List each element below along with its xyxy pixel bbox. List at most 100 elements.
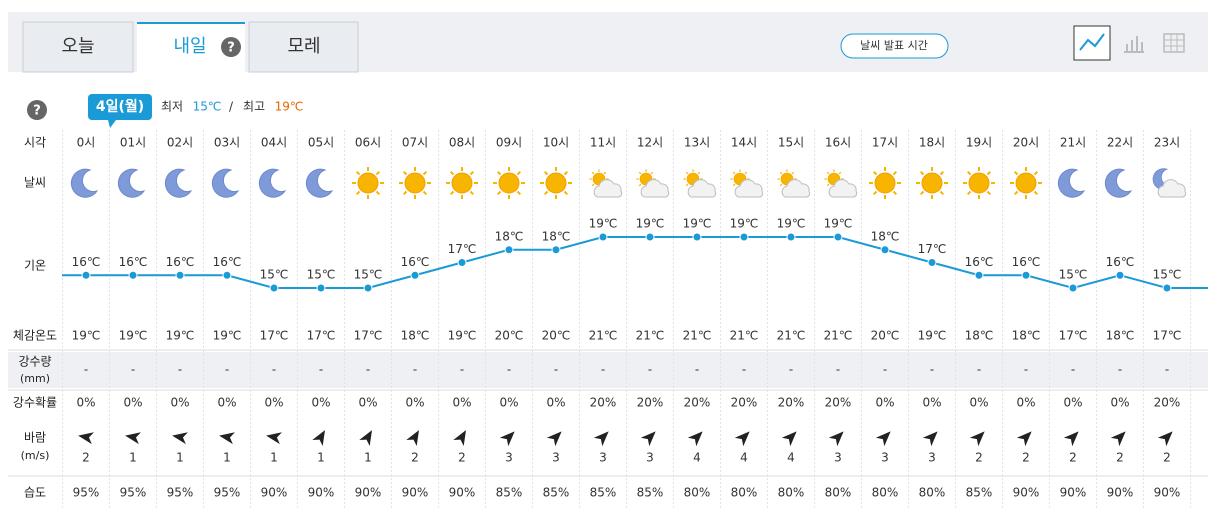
wind-arrow [499,431,515,447]
row-label: 날씨 [24,176,46,190]
wind-arrow-head [640,431,656,447]
sky-icon [117,168,146,198]
temp-label: 18℃ [495,229,524,243]
help-mark[interactable]: ? [227,41,235,56]
temp-point [692,232,702,242]
temp-label: 16℃ [213,255,242,269]
wind-arrow [453,430,466,447]
feels-like: 18℃ [401,329,430,343]
temp-label: 19℃ [636,217,665,231]
wind-arrow [1157,431,1173,447]
humidity: 90% [261,486,288,500]
sun-ray [402,190,408,196]
temp-label: 15℃ [307,268,336,282]
humidity: 85% [966,486,993,500]
tab-label[interactable]: 내일 [173,36,206,57]
temp-point [927,258,937,267]
wind-arrow [875,431,891,447]
sun-ray [966,170,972,176]
sun-ray [449,190,455,196]
humidity: 85% [590,486,617,500]
rain-probability: 0% [170,396,189,410]
temp-point [880,245,890,255]
feels-like: 17℃ [1059,329,1088,343]
temp-label: 15℃ [1059,268,1088,282]
sun-ray [422,190,428,196]
humidity: 90% [402,486,429,500]
bar-view-icon[interactable] [1124,36,1144,53]
wind-speed: 3 [599,451,607,465]
moon-icon [164,168,193,198]
feels-like: 17℃ [307,329,336,343]
cloud-icon [640,179,670,198]
moon-icon [70,168,99,198]
temp-label: 16℃ [1106,255,1135,269]
tab[interactable] [248,21,359,73]
tab[interactable] [22,21,134,73]
sun-icon [545,172,567,194]
help-icon[interactable] [221,37,241,57]
wind-speed: 1 [176,451,184,465]
sun-ray [516,190,522,196]
hour: 13시 [684,136,710,150]
table-view-icon[interactable] [1163,33,1185,53]
sun-ray [838,171,842,175]
min-label: 최저 [161,100,183,114]
hour: 01시 [120,136,146,150]
temp-label: 17℃ [448,242,477,256]
feels-like: 19℃ [72,329,101,343]
help-mark[interactable]: ? [33,104,41,119]
release-button[interactable] [840,33,949,59]
sun-ray [685,171,689,175]
tab-label[interactable]: 모레 [287,36,320,57]
sky-icon [211,168,240,198]
wind-arrow [734,431,750,447]
wind-speed: 1 [270,451,278,465]
wind-arrow-head [172,432,188,445]
humidity: 80% [872,486,899,500]
release-button-label[interactable]: 날씨 발표 시간 [860,39,928,52]
sky-icon [1057,168,1086,198]
sun-ray [744,171,748,175]
sun-ray [469,190,475,196]
sun-ray [779,183,783,187]
wind-arrow-head [78,432,94,445]
rain-probability: 0% [217,396,236,410]
rain: - [977,363,981,377]
humidity: 90% [1013,486,1040,500]
moon-icon [211,168,240,198]
wind-speed: 2 [1069,451,1077,465]
sun-ray [685,183,689,187]
sun-ray [779,171,783,175]
sun-ray [939,170,945,176]
sun-ray [355,190,361,196]
sun-icon [968,172,990,194]
help-icon[interactable] [27,100,47,120]
hour: 19시 [966,136,992,150]
sun-icon [921,172,943,194]
feels-like: 17℃ [260,329,289,343]
sky-icon [1104,168,1133,198]
hour: 11시 [590,136,616,150]
wind-speed: 3 [646,451,654,465]
tab-label[interactable]: 오늘 [61,36,94,57]
row-label: 바람 [24,431,46,445]
row-label: 강수량 [18,355,51,369]
wind-arrow [922,431,938,447]
feels-like: 21℃ [777,329,806,343]
feels-like: 21℃ [824,329,853,343]
temp-label: 15℃ [354,268,383,282]
sun-ray [591,171,595,175]
hour: 23시 [1154,136,1180,150]
wind-speed: 4 [740,451,748,465]
rain: - [1118,363,1122,377]
rain-probability: 0% [264,396,283,410]
temp-point [1162,283,1172,293]
rain-probability: 0% [546,396,565,410]
rain: - [554,363,558,377]
wind-arrow-head [219,432,235,445]
feels-like: 19℃ [448,329,477,343]
wind-arrow [78,432,94,445]
sky-icon [258,168,287,198]
sky-icon [493,167,525,199]
